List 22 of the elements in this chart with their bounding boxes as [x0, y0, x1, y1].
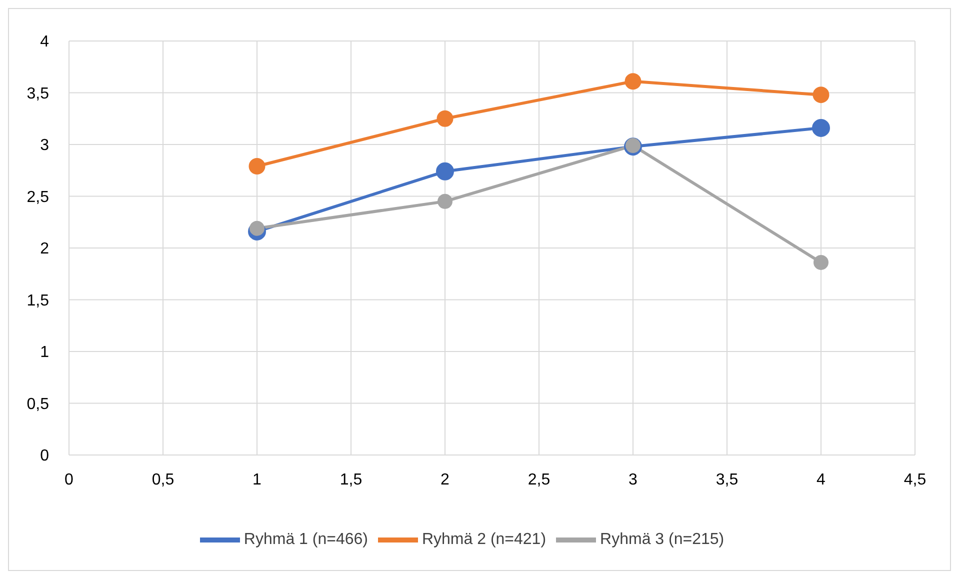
y-tick-label: 4 — [40, 34, 50, 51]
y-tick-label: 3,5 — [26, 85, 50, 102]
x-tick-label: 3 — [628, 471, 638, 488]
y-tick-label: 1,5 — [26, 292, 50, 310]
y-tick-label: 2 — [40, 240, 50, 258]
y-tick-label: 0,5 — [26, 396, 50, 413]
x-tick-label: 2 — [440, 471, 450, 488]
x-tick-label: 1 — [252, 471, 262, 488]
x-tick-label: 4,5 — [904, 471, 926, 488]
x-tick-label: 3,5 — [716, 471, 738, 488]
legend-label: Ryhmä 3 (n=215) — [600, 531, 724, 548]
x-tick-label: 4 — [816, 471, 826, 488]
x-tick-label: 2,5 — [528, 471, 550, 488]
y-tick-label: 3 — [40, 137, 50, 154]
y-tick-label: 1 — [40, 344, 50, 362]
legend-label: Ryhmä 1 (n=466) — [244, 531, 368, 548]
x-tick-label: 0,5 — [152, 471, 174, 488]
y-tick-label: 0 — [40, 448, 50, 465]
y-tick-label: 2,5 — [26, 188, 50, 206]
legend-label: Ryhmä 2 (n=421) — [422, 531, 546, 548]
x-tick-label: 1,5 — [340, 471, 362, 488]
x-tick-label: 0 — [64, 471, 74, 488]
